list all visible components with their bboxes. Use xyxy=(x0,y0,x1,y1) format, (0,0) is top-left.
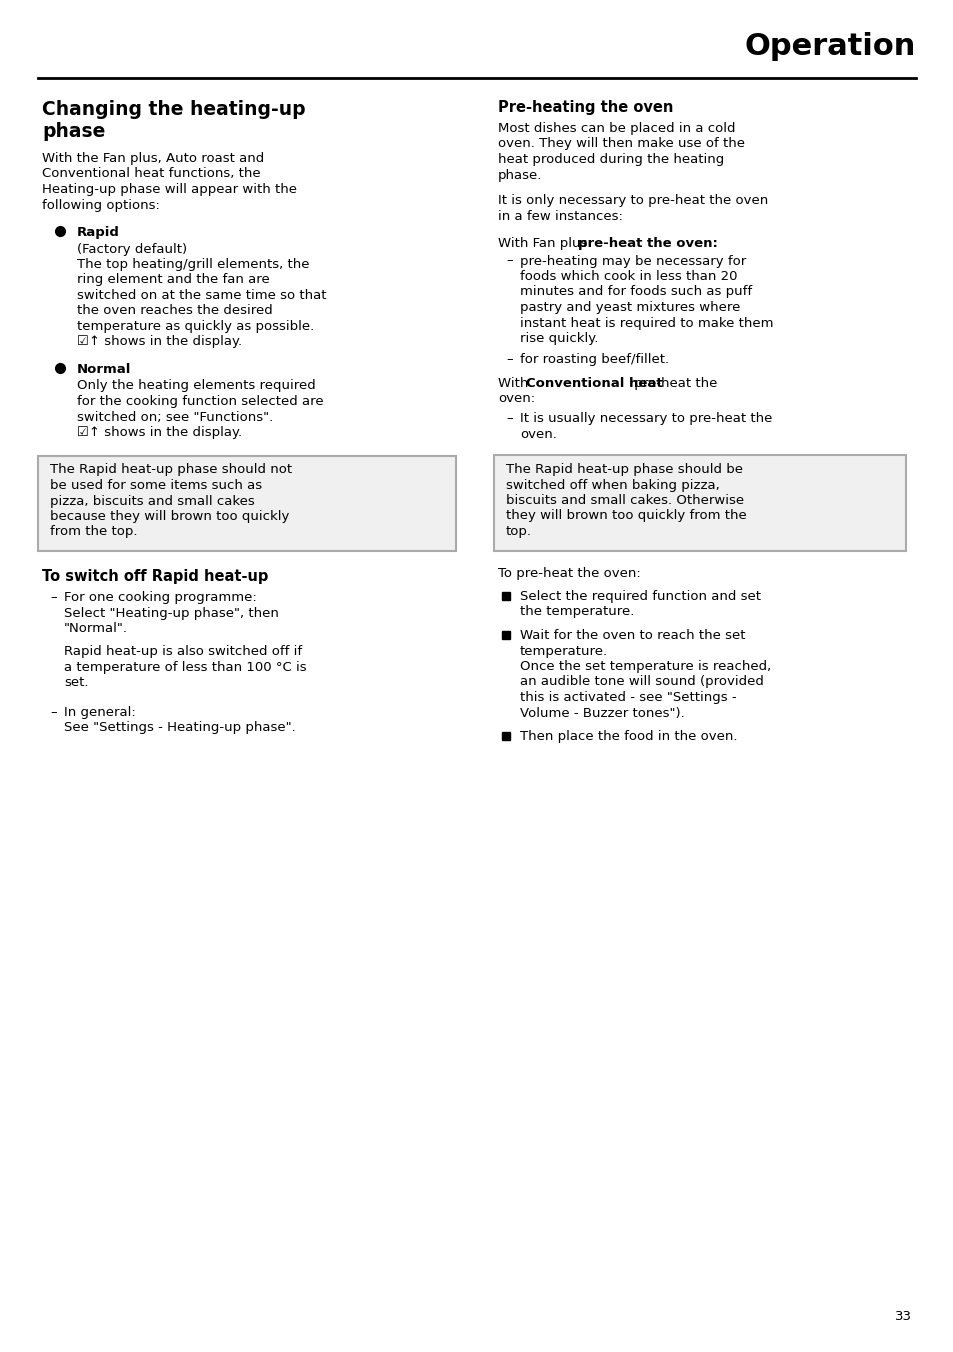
Bar xyxy=(501,731,510,740)
Text: set.: set. xyxy=(64,676,89,690)
Text: Rapid: Rapid xyxy=(77,226,120,239)
Text: switched on at the same time so that: switched on at the same time so that xyxy=(77,289,326,301)
Text: phase: phase xyxy=(42,122,105,141)
Text: With Fan plus: With Fan plus xyxy=(497,237,591,250)
Text: "Normal".: "Normal". xyxy=(64,622,128,635)
Text: heat produced during the heating: heat produced during the heating xyxy=(497,153,723,166)
Text: Wait for the oven to reach the set: Wait for the oven to reach the set xyxy=(519,629,744,642)
Text: pre-heating may be necessary for: pre-heating may be necessary for xyxy=(519,254,745,268)
Text: (Factory default): (Factory default) xyxy=(77,242,187,256)
Bar xyxy=(501,592,510,600)
Text: 33: 33 xyxy=(894,1310,911,1324)
Text: Then place the food in the oven.: Then place the food in the oven. xyxy=(519,730,737,744)
Text: following options:: following options: xyxy=(42,199,160,211)
Text: oven. They will then make use of the: oven. They will then make use of the xyxy=(497,138,744,150)
Text: temperature.: temperature. xyxy=(519,645,607,657)
Text: Rapid heat-up is also switched off if: Rapid heat-up is also switched off if xyxy=(64,645,302,658)
Text: Changing the heating-up: Changing the heating-up xyxy=(42,100,305,119)
Text: an audible tone will sound (provided: an audible tone will sound (provided xyxy=(519,676,763,688)
Text: For one cooking programme:: For one cooking programme: xyxy=(64,591,256,604)
Text: pizza, biscuits and small cakes: pizza, biscuits and small cakes xyxy=(50,495,254,507)
Text: It is usually necessary to pre-heat the: It is usually necessary to pre-heat the xyxy=(519,412,772,425)
Text: Conventional heat: Conventional heat xyxy=(525,377,662,389)
Text: In general:: In general: xyxy=(64,706,135,719)
Text: rise quickly.: rise quickly. xyxy=(519,333,598,345)
Text: –: – xyxy=(505,254,512,268)
Text: this is activated - see "Settings -: this is activated - see "Settings - xyxy=(519,691,736,704)
Text: Normal: Normal xyxy=(77,362,132,376)
Text: The Rapid heat-up phase should be: The Rapid heat-up phase should be xyxy=(505,462,742,476)
Text: pre-heat the oven:: pre-heat the oven: xyxy=(578,237,717,250)
Text: top.: top. xyxy=(505,525,532,538)
FancyBboxPatch shape xyxy=(38,456,456,552)
Text: Volume - Buzzer tones").: Volume - Buzzer tones"). xyxy=(519,707,684,719)
Bar xyxy=(501,631,510,639)
Text: because they will brown too quickly: because they will brown too quickly xyxy=(50,510,289,523)
Text: –: – xyxy=(50,706,56,719)
Text: the oven reaches the desired: the oven reaches the desired xyxy=(77,304,273,318)
Text: temperature as quickly as possible.: temperature as quickly as possible. xyxy=(77,320,314,333)
Text: biscuits and small cakes. Otherwise: biscuits and small cakes. Otherwise xyxy=(505,493,743,507)
Text: foods which cook in less than 20: foods which cook in less than 20 xyxy=(519,270,737,283)
Text: be used for some items such as: be used for some items such as xyxy=(50,479,262,492)
Text: ☑↑ shows in the display.: ☑↑ shows in the display. xyxy=(77,335,242,349)
Text: –: – xyxy=(50,591,56,604)
Text: the temperature.: the temperature. xyxy=(519,606,634,618)
Text: switched on; see "Functions".: switched on; see "Functions". xyxy=(77,411,273,423)
Text: ☑↑ shows in the display.: ☑↑ shows in the display. xyxy=(77,426,242,439)
Text: Select "Heating-up phase", then: Select "Heating-up phase", then xyxy=(64,607,278,619)
Text: switched off when baking pizza,: switched off when baking pizza, xyxy=(505,479,719,492)
Text: To switch off Rapid heat-up: To switch off Rapid heat-up xyxy=(42,569,268,584)
Text: minutes and for foods such as puff: minutes and for foods such as puff xyxy=(519,285,751,299)
Text: oven:: oven: xyxy=(497,392,535,406)
Text: Operation: Operation xyxy=(744,32,915,61)
Text: oven.: oven. xyxy=(519,427,557,441)
Text: instant heat is required to make them: instant heat is required to make them xyxy=(519,316,773,330)
Text: Select the required function and set: Select the required function and set xyxy=(519,589,760,603)
Text: See "Settings - Heating-up phase".: See "Settings - Heating-up phase". xyxy=(64,722,295,734)
Text: a temperature of less than 100 °C is: a temperature of less than 100 °C is xyxy=(64,661,306,675)
Text: Most dishes can be placed in a cold: Most dishes can be placed in a cold xyxy=(497,122,735,135)
Text: Conventional heat functions, the: Conventional heat functions, the xyxy=(42,168,260,181)
Text: phase.: phase. xyxy=(497,169,542,181)
Text: Heating-up phase will appear with the: Heating-up phase will appear with the xyxy=(42,183,296,196)
Text: Pre-heating the oven: Pre-heating the oven xyxy=(497,100,673,115)
Text: The Rapid heat-up phase should not: The Rapid heat-up phase should not xyxy=(50,464,292,476)
FancyBboxPatch shape xyxy=(494,456,905,550)
Text: The top heating/grill elements, the: The top heating/grill elements, the xyxy=(77,258,309,270)
Text: Only the heating elements required: Only the heating elements required xyxy=(77,380,315,392)
Text: they will brown too quickly from the: they will brown too quickly from the xyxy=(505,510,746,522)
Text: from the top.: from the top. xyxy=(50,526,137,538)
Text: –: – xyxy=(505,353,512,366)
Text: pastry and yeast mixtures where: pastry and yeast mixtures where xyxy=(519,301,740,314)
Text: To pre-heat the oven:: To pre-heat the oven: xyxy=(497,566,640,580)
Text: It is only necessary to pre-heat the oven: It is only necessary to pre-heat the ove… xyxy=(497,193,767,207)
Text: Once the set temperature is reached,: Once the set temperature is reached, xyxy=(519,660,770,673)
Text: ring element and the fan are: ring element and the fan are xyxy=(77,273,270,287)
Text: for roasting beef/fillet.: for roasting beef/fillet. xyxy=(519,353,668,366)
Text: for the cooking function selected are: for the cooking function selected are xyxy=(77,395,323,408)
Text: in a few instances:: in a few instances: xyxy=(497,210,622,223)
Text: With: With xyxy=(497,377,532,389)
Text: pre-heat the: pre-heat the xyxy=(629,377,717,389)
Text: With the Fan plus, Auto roast and: With the Fan plus, Auto roast and xyxy=(42,151,264,165)
Text: –: – xyxy=(505,412,512,425)
